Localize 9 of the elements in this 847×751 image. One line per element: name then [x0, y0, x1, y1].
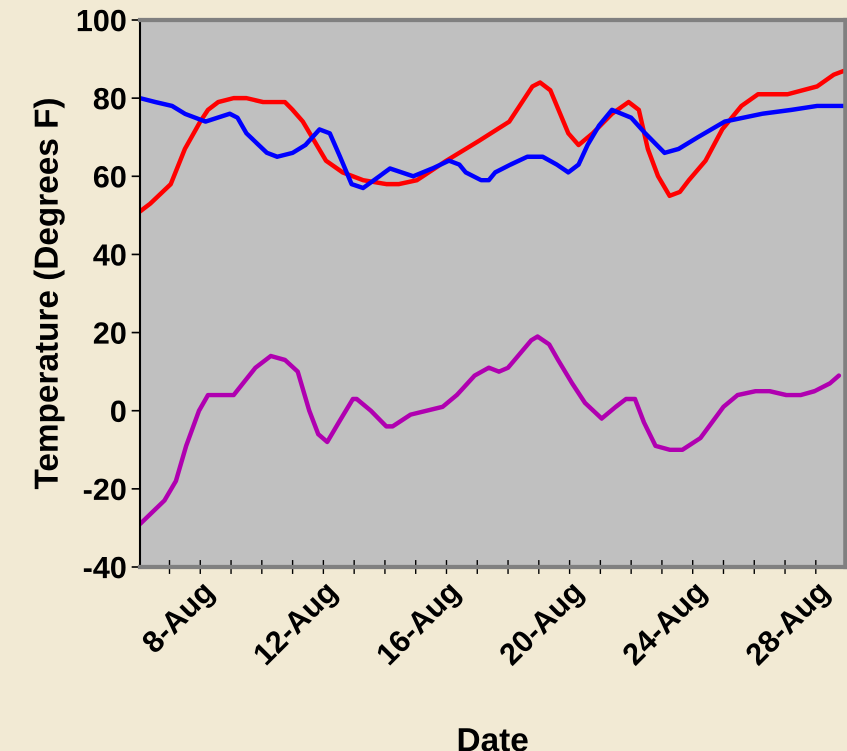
y-axis-title: Temperature (Degrees F) [34, 99, 65, 490]
y-tick-label: 40 [93, 244, 126, 266]
y-tick-label: 100 [78, 10, 126, 32]
y-tick-label: 20 [94, 322, 126, 344]
y-tick-label: 80 [94, 88, 126, 110]
y-tick-label: 60 [94, 166, 126, 188]
y-tick-label: -40 [84, 556, 126, 578]
y-tick-label: 0 [111, 400, 126, 422]
y-tick-label: -20 [84, 478, 126, 500]
